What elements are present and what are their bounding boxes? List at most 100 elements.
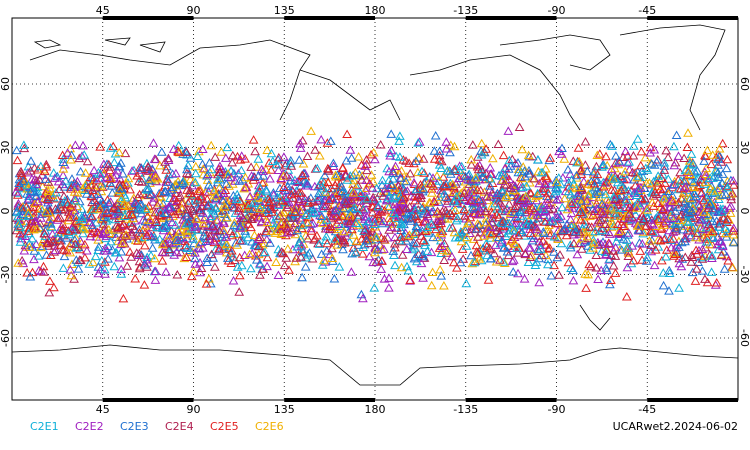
obs-marker <box>650 245 661 254</box>
obs-marker <box>370 154 380 164</box>
obs-marker <box>319 255 329 265</box>
obs-marker <box>80 168 91 177</box>
obs-marker <box>229 220 239 230</box>
obs-marker <box>60 205 70 214</box>
obs-marker <box>319 194 330 203</box>
obs-marker <box>531 257 542 266</box>
obs-marker <box>694 234 704 244</box>
obs-marker <box>188 234 198 243</box>
obs-marker <box>41 159 52 169</box>
y-tick-label: 60 <box>738 77 750 91</box>
obs-marker <box>494 170 504 180</box>
obs-marker <box>557 226 567 236</box>
obs-marker <box>576 165 586 174</box>
obs-marker <box>481 144 491 153</box>
obs-marker <box>226 172 236 182</box>
obs-marker <box>638 172 648 181</box>
obs-marker <box>18 258 29 268</box>
obs-marker <box>470 172 481 182</box>
obs-marker <box>683 128 693 137</box>
obs-marker <box>395 152 405 161</box>
obs-marker <box>297 220 308 229</box>
obs-marker <box>379 234 390 244</box>
obs-marker <box>175 242 185 251</box>
obs-marker <box>601 151 611 161</box>
obs-marker <box>489 248 500 258</box>
obs-marker <box>520 216 531 225</box>
obs-marker <box>197 243 208 252</box>
obs-marker <box>258 264 269 273</box>
obs-marker <box>511 212 521 221</box>
obs-marker <box>584 259 595 269</box>
obs-marker <box>454 165 465 175</box>
obs-marker <box>628 255 639 265</box>
obs-marker <box>96 255 107 265</box>
obs-marker <box>704 219 714 229</box>
obs-marker <box>204 180 214 189</box>
obs-marker <box>116 193 126 203</box>
obs-marker <box>173 176 183 186</box>
obs-marker <box>340 195 351 204</box>
obs-marker <box>202 253 213 262</box>
obs-marker <box>398 155 409 164</box>
obs-marker <box>647 197 658 207</box>
obs-marker <box>132 170 142 180</box>
obs-marker <box>216 147 227 156</box>
obs-marker <box>642 165 653 174</box>
obs-marker <box>197 208 208 217</box>
obs-marker <box>614 226 624 236</box>
obs-marker <box>429 196 439 205</box>
obs-marker <box>661 251 671 261</box>
obs-marker <box>505 208 516 217</box>
obs-marker <box>203 199 214 209</box>
obs-marker <box>125 184 135 194</box>
obs-marker <box>98 228 108 238</box>
obs-marker <box>485 173 496 183</box>
obs-marker <box>92 175 102 185</box>
obs-marker <box>345 216 356 225</box>
obs-marker <box>84 217 95 227</box>
obs-marker <box>83 182 94 192</box>
obs-marker <box>538 236 548 245</box>
obs-marker <box>396 218 407 227</box>
obs-marker <box>590 189 601 198</box>
obs-marker <box>624 157 634 166</box>
obs-marker <box>289 207 300 216</box>
obs-marker <box>161 165 172 174</box>
obs-marker <box>177 232 188 241</box>
obs-marker <box>369 219 380 228</box>
obs-marker <box>249 230 260 239</box>
obs-marker <box>656 173 667 182</box>
obs-marker <box>276 224 286 234</box>
obs-marker <box>598 177 609 187</box>
obs-marker <box>507 192 517 201</box>
obs-marker <box>234 270 245 280</box>
obs-marker <box>303 233 313 243</box>
obs-marker <box>670 206 681 215</box>
obs-marker <box>266 165 277 174</box>
obs-marker <box>190 177 201 187</box>
obs-marker <box>254 212 265 222</box>
obs-marker <box>346 153 357 162</box>
obs-marker <box>728 237 739 247</box>
obs-marker <box>302 217 312 227</box>
obs-marker <box>553 234 563 243</box>
obs-marker <box>649 260 660 270</box>
obs-marker <box>414 137 425 146</box>
obs-marker <box>27 215 37 225</box>
obs-marker <box>595 206 606 216</box>
obs-marker <box>495 228 505 238</box>
obs-marker <box>251 255 262 264</box>
obs-marker <box>298 247 309 256</box>
obs-marker <box>13 211 23 221</box>
obs-marker <box>487 228 498 238</box>
obs-marker <box>656 223 667 232</box>
obs-marker <box>495 238 506 248</box>
obs-marker <box>292 241 303 251</box>
obs-marker <box>389 219 400 228</box>
obs-marker <box>502 204 512 213</box>
obs-marker <box>544 200 555 210</box>
obs-marker <box>472 152 483 161</box>
y-tick-label: -30 <box>738 266 750 284</box>
obs-marker <box>67 259 77 268</box>
